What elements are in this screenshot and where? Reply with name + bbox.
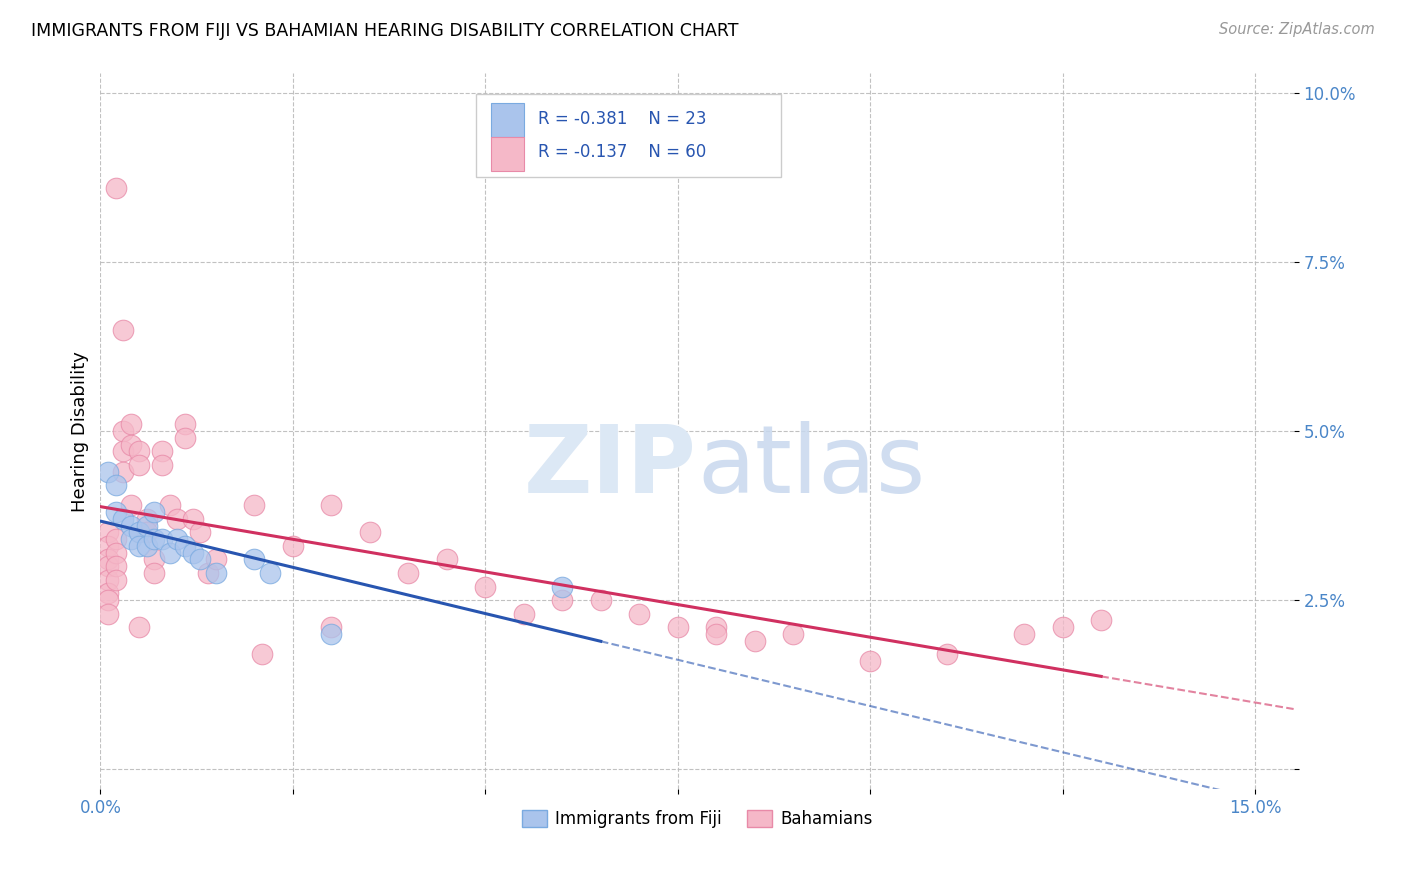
Point [120,417,142,432]
Point [97,465,120,479]
Point [513,607,536,621]
Point [782,627,804,641]
FancyBboxPatch shape [477,95,780,177]
Point [128,620,150,634]
Point [128,525,150,540]
Point [281,539,304,553]
Point [120,532,142,546]
Legend: Immigrants from Fiji, Bahamians: Immigrants from Fiji, Bahamians [515,803,879,835]
Point [205,566,228,580]
Point [174,431,197,445]
Point [97,586,120,600]
Text: atlas: atlas [697,421,925,513]
Point [120,518,142,533]
Point [128,539,150,553]
Point [321,627,343,641]
Point [859,654,882,668]
Point [174,417,197,432]
Point [97,573,120,587]
Point [128,458,150,472]
Point [143,552,166,566]
Point [120,499,142,513]
Point [128,444,150,458]
Point [181,546,204,560]
Point [97,539,120,553]
Point [143,566,166,580]
Text: R = -0.137    N = 60: R = -0.137 N = 60 [538,144,707,161]
Point [104,532,127,546]
Point [97,593,120,607]
Point [704,627,727,641]
Point [551,580,574,594]
Point [936,647,959,661]
Point [396,566,419,580]
Point [97,607,120,621]
Point [143,505,166,519]
Point [112,323,135,337]
Point [589,593,612,607]
Point [135,525,157,540]
Point [166,512,188,526]
Point [321,620,343,634]
Point [704,620,727,634]
Point [150,532,173,546]
Point [135,539,157,553]
Point [135,518,157,533]
Point [190,525,212,540]
Point [97,552,120,566]
Text: IMMIGRANTS FROM FIJI VS BAHAMIAN HEARING DISABILITY CORRELATION CHART: IMMIGRANTS FROM FIJI VS BAHAMIAN HEARING… [31,22,738,40]
Point [104,573,127,587]
Point [112,465,135,479]
Point [135,512,157,526]
Point [250,647,273,661]
Text: Source: ZipAtlas.com: Source: ZipAtlas.com [1219,22,1375,37]
Point [112,444,135,458]
Point [112,512,135,526]
Point [97,525,120,540]
Point [181,512,204,526]
Point [628,607,651,621]
Point [120,437,142,451]
Point [150,444,173,458]
Point [104,546,127,560]
Point [321,499,343,513]
Point [174,539,197,553]
Point [205,552,228,566]
Point [104,478,127,492]
Point [104,505,127,519]
Point [744,633,766,648]
Point [97,559,120,574]
Point [166,532,188,546]
Text: R = -0.381    N = 23: R = -0.381 N = 23 [538,110,707,128]
FancyBboxPatch shape [491,136,524,171]
Point [436,552,458,566]
Point [666,620,689,634]
Point [359,525,381,540]
Y-axis label: Hearing Disability: Hearing Disability [72,351,89,511]
Point [190,552,212,566]
Point [112,424,135,438]
Point [143,532,166,546]
Point [474,580,496,594]
Point [243,499,266,513]
Text: ZIP: ZIP [524,421,697,513]
Point [551,593,574,607]
Point [197,566,219,580]
Point [1052,620,1074,634]
FancyBboxPatch shape [491,103,524,137]
Point [1090,613,1112,627]
Point [104,559,127,574]
Point [104,181,127,195]
Point [159,546,181,560]
Point [259,566,281,580]
Point [1012,627,1035,641]
Point [159,499,181,513]
Point [150,458,173,472]
Point [243,552,266,566]
